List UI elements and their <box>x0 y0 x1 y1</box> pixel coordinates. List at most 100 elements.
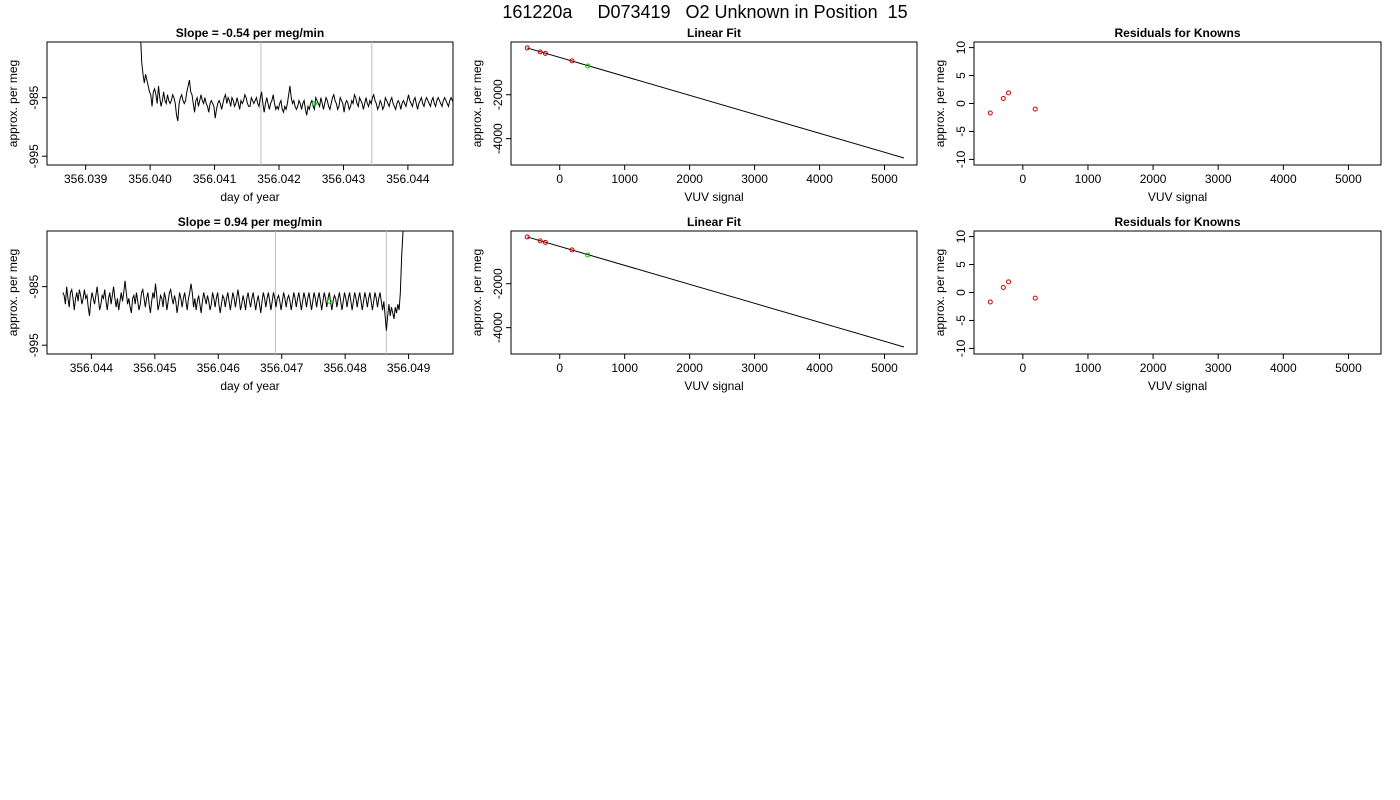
y-axis-label: approx. per meg <box>933 249 947 336</box>
y-tick-label: -995 <box>27 144 41 168</box>
data-point <box>537 238 543 244</box>
x-tick-label: 356.044 <box>386 172 430 186</box>
plot-area <box>524 45 905 159</box>
y-tick-label: -5 <box>954 126 968 137</box>
y-tick-label: -2000 <box>491 268 505 299</box>
data-point <box>1032 106 1038 112</box>
x-tick-label: 3000 <box>741 361 768 375</box>
chart-panel-2: Linear Fit 0 1000 2000 3000 4000 5000 -2000 -400… <box>470 26 918 204</box>
x-tick-label: 4000 <box>1270 361 1297 375</box>
x-tick-label: 0 <box>556 361 563 375</box>
x-axis-label: day of year <box>220 379 279 393</box>
x-tick-label: 3000 <box>741 172 768 186</box>
y-tick-label: 0 <box>954 100 968 107</box>
y-tick-label: -10 <box>954 150 968 168</box>
x-tick-label: 5000 <box>871 172 898 186</box>
fit-line <box>527 47 905 159</box>
x-tick-label: 3000 <box>1205 361 1232 375</box>
y-axis-label: approx. per meg <box>6 249 20 336</box>
x-tick-label: 1000 <box>611 361 638 375</box>
series-line <box>62 231 404 331</box>
x-tick-label: 4000 <box>1270 172 1297 186</box>
data-point <box>569 247 575 253</box>
chart-panel-5: Linear Fit 0 1000 2000 3000 4000 5000 -2000 -400… <box>470 215 918 393</box>
data-point <box>1006 90 1012 96</box>
y-tick-label: 10 <box>954 230 968 244</box>
chart-panel-4: Slope = 0.94 per meg/min 356.044 356.045 35… <box>6 215 454 393</box>
panel-title: Slope = 0.94 per meg/min <box>178 215 322 229</box>
plot-frame <box>46 230 454 355</box>
highlight-point <box>326 298 332 304</box>
y-axis-label: approx. per meg <box>470 249 484 336</box>
x-tick-label: 5000 <box>871 361 898 375</box>
highlight-point <box>311 101 317 106</box>
data-point <box>585 252 591 258</box>
x-axis-label: VUV signal <box>684 190 743 204</box>
plot-area <box>62 231 404 354</box>
y-tick-label: 10 <box>954 41 968 55</box>
data-point <box>524 45 530 51</box>
y-tick-label: 5 <box>954 261 968 268</box>
x-tick-label: 4000 <box>806 172 833 186</box>
plot-area <box>524 234 905 348</box>
plot-area <box>140 42 453 165</box>
y-tick-label: -10 <box>954 339 968 357</box>
x-axis-label: VUV signal <box>684 379 743 393</box>
data-point <box>585 63 591 69</box>
x-tick-label: 2000 <box>676 172 703 186</box>
x-tick-label: 2000 <box>1140 172 1167 186</box>
y-tick-label: -5 <box>954 315 968 326</box>
figure-title: 161220a D073419 O2 Unknown in Position 1… <box>502 2 907 22</box>
data-point <box>987 299 993 305</box>
data-point <box>524 234 530 240</box>
x-tick-label: 5000 <box>1335 172 1362 186</box>
y-tick-label: 5 <box>954 72 968 79</box>
x-tick-label: 1000 <box>1075 172 1102 186</box>
fit-line <box>527 236 905 348</box>
x-tick-label: 1000 <box>1075 361 1102 375</box>
x-tick-label: 356.043 <box>322 172 366 186</box>
chart-panel-6: Residuals for Knowns 0 1000 2000 3000 4000 500… <box>933 215 1382 393</box>
panels: Slope = -0.54 per meg/min 356.039 356.040 3… <box>6 26 1382 393</box>
y-tick-label: -2000 <box>491 79 505 110</box>
y-tick-label: -985 <box>27 85 41 109</box>
plot-frame <box>46 41 454 166</box>
x-tick-label: 0 <box>556 172 563 186</box>
panel-title: Residuals for Knowns <box>1114 26 1240 40</box>
data-point <box>1032 295 1038 301</box>
x-tick-label: 0 <box>1019 172 1026 186</box>
x-tick-label: 5000 <box>1335 361 1362 375</box>
plot-frame <box>510 41 918 166</box>
panel-title: Residuals for Knowns <box>1114 215 1240 229</box>
plot-area <box>987 279 1038 305</box>
y-tick-label: -4000 <box>491 312 505 343</box>
chart-panel-1: Slope = -0.54 per meg/min 356.039 356.040 3… <box>6 26 454 204</box>
x-tick-label: 356.042 <box>257 172 301 186</box>
y-axis-label: approx. per meg <box>933 60 947 147</box>
data-point <box>569 58 575 64</box>
panel-title: Linear Fit <box>687 215 741 229</box>
data-point <box>542 239 548 245</box>
data-point <box>987 110 993 116</box>
y-axis-label: approx. per meg <box>470 60 484 147</box>
x-tick-label: 356.046 <box>197 361 241 375</box>
x-tick-label: 356.039 <box>64 172 108 186</box>
x-tick-label: 4000 <box>806 361 833 375</box>
y-tick-label: -4000 <box>491 123 505 154</box>
plot-frame <box>973 41 1382 166</box>
data-point <box>542 50 548 56</box>
x-tick-label: 356.045 <box>133 361 177 375</box>
plot-area <box>987 90 1038 116</box>
y-tick-label: -985 <box>27 274 41 298</box>
x-tick-label: 1000 <box>611 172 638 186</box>
x-tick-label: 356.040 <box>128 172 172 186</box>
data-point <box>1006 279 1012 285</box>
x-tick-label: 356.048 <box>323 361 367 375</box>
y-tick-label: 0 <box>954 289 968 296</box>
x-tick-label: 2000 <box>1140 361 1167 375</box>
x-tick-label: 3000 <box>1205 172 1232 186</box>
plot-frame <box>510 230 918 355</box>
data-point <box>1000 284 1006 290</box>
plot-frame <box>973 230 1382 355</box>
